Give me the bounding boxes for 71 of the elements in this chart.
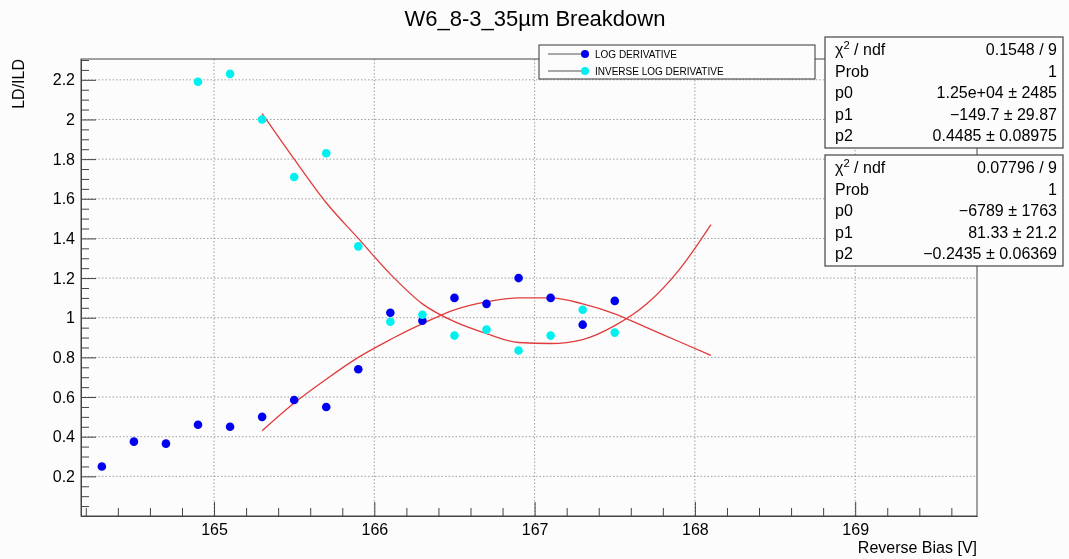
point	[129, 437, 139, 446]
text: χ$^{2}$ / ndf	[835, 39, 886, 58]
annotation: 0.4485 ± 0.08975	[932, 127, 1058, 144]
point	[418, 310, 427, 320]
point	[97, 462, 107, 471]
y-tick-label: 0.2	[52, 467, 76, 485]
y-axis-title: LD/ILD	[10, 59, 27, 109]
point	[161, 439, 171, 448]
x-axis-title: Reverse Bias [V]	[857, 539, 977, 556]
annotation: 81.33 ± 21.2	[968, 223, 1058, 241]
point	[289, 395, 299, 405]
point	[193, 77, 203, 87]
point	[514, 273, 523, 283]
point	[578, 320, 587, 329]
text: 1	[1048, 180, 1058, 198]
point	[257, 115, 267, 124]
x-tick-label: 168	[682, 521, 709, 539]
annotation: p2	[835, 127, 853, 144]
point	[450, 331, 459, 340]
point	[514, 346, 523, 355]
point	[546, 331, 555, 340]
annotation: 0.07796 / 9	[976, 159, 1058, 176]
y-tick-label: 1.6	[52, 190, 76, 208]
point	[546, 293, 555, 303]
legend-label: LOG DERIVATIVE	[595, 49, 678, 60]
point	[225, 69, 235, 79]
point	[610, 328, 620, 337]
point	[193, 420, 203, 430]
point	[321, 148, 331, 158]
annotation: p1	[835, 105, 853, 123]
y-tick-label: 0.6	[52, 388, 76, 406]
annotation: 1.25e+04 ± 2485	[936, 84, 1058, 101]
x-tick-label: 167	[521, 521, 549, 539]
y-tick-label: 1.2	[52, 269, 76, 287]
annotation: p0	[835, 202, 853, 219]
legend-label: INVERSE LOG DERIVATIVE	[595, 66, 724, 77]
x-tick-label: 166	[361, 521, 389, 539]
annotation: Prob	[835, 62, 869, 80]
point	[354, 242, 363, 251]
point	[482, 299, 491, 309]
y-tick-label: 1.8	[52, 150, 76, 168]
annotation: Prob	[835, 180, 869, 198]
point	[225, 422, 235, 432]
y-tick-label: 0.4	[52, 428, 76, 446]
point	[610, 296, 620, 306]
annotation: −6789 ± 1763	[958, 202, 1058, 219]
x-tick-label: 169	[842, 521, 870, 539]
point	[386, 317, 395, 326]
y-tick-label: 2.2	[52, 71, 76, 89]
annotation: −149.7 ± 29.87	[949, 105, 1058, 123]
annotation: p2	[835, 245, 853, 262]
point	[482, 325, 491, 334]
text: 1	[1048, 62, 1058, 80]
annotation: χ$^{2}$ / ndf	[835, 157, 886, 176]
x-tick-label: 165	[201, 521, 228, 539]
y-tick-label: 2	[66, 111, 76, 129]
point	[386, 308, 395, 318]
y-tick-label: 1.4	[52, 230, 76, 248]
annotation: −0.2435 ± 0.06369	[923, 245, 1058, 262]
annotation: p0	[835, 84, 853, 101]
point	[321, 402, 331, 412]
y-tick-label: 1	[66, 309, 76, 327]
text: 0.1548 / 9	[985, 41, 1058, 58]
point	[257, 412, 267, 422]
annotation: p1	[835, 223, 853, 241]
point	[578, 305, 587, 315]
point	[450, 293, 459, 303]
chart-title: W6_8-3_35µm Breakdown	[404, 6, 666, 31]
y-tick-label: 0.8	[52, 349, 76, 367]
point	[354, 364, 363, 374]
point	[289, 172, 299, 182]
